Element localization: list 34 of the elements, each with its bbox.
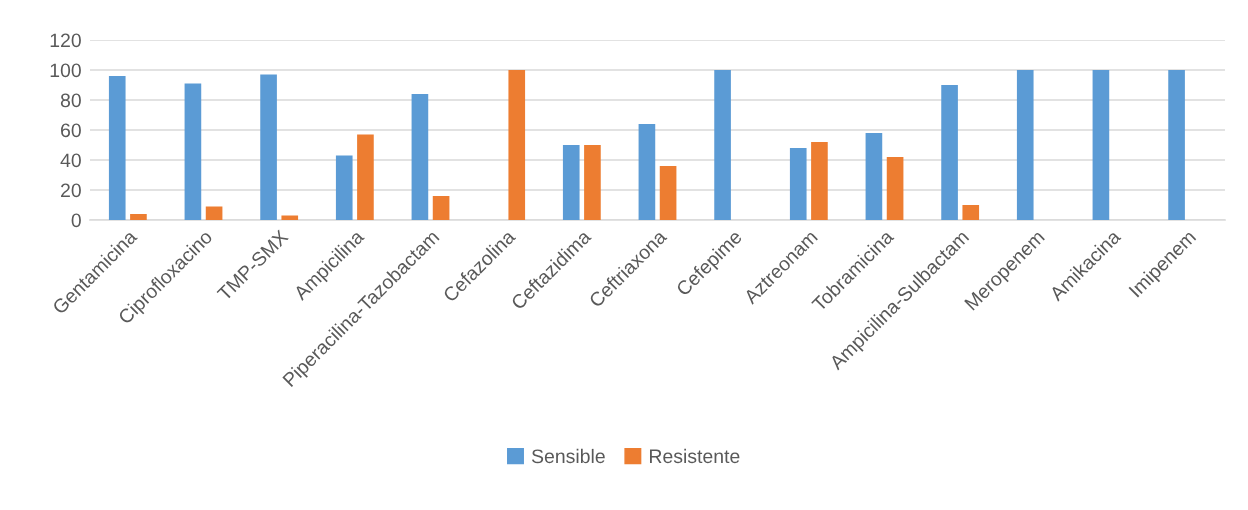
bar: [789, 148, 807, 220]
bar: [865, 133, 883, 220]
bar: [562, 145, 580, 220]
bar: [1168, 70, 1185, 220]
bar: [508, 70, 526, 220]
bar: [357, 134, 374, 220]
y-tick-label: 80: [60, 93, 81, 108]
bar: [714, 70, 731, 220]
bar: [260, 74, 277, 220]
bar: [638, 124, 656, 220]
bar: [205, 206, 223, 220]
bar: [811, 142, 828, 220]
y-tick-label: 60: [61, 123, 81, 138]
bar: [184, 83, 202, 220]
bar: [941, 85, 958, 220]
bar: [108, 76, 126, 220]
bar: [1092, 70, 1110, 220]
bar: [886, 157, 904, 220]
bar: [335, 155, 353, 220]
bar: [962, 205, 980, 220]
y-tick-label: 0: [71, 213, 81, 228]
y-tick-label: 100: [50, 63, 81, 78]
y-tick-label: 40: [60, 153, 81, 168]
bar: [281, 215, 299, 220]
bar: [659, 166, 677, 220]
bar: [584, 145, 601, 220]
y-tick-label: 120: [50, 33, 81, 48]
bar: [130, 214, 147, 220]
legend-label: Sensible: [531, 448, 605, 464]
bar: [432, 196, 450, 220]
bar: [1016, 70, 1034, 220]
bar: [411, 94, 429, 220]
legend-label: Resistente: [650, 448, 740, 464]
y-tick-label: 20: [61, 183, 81, 198]
